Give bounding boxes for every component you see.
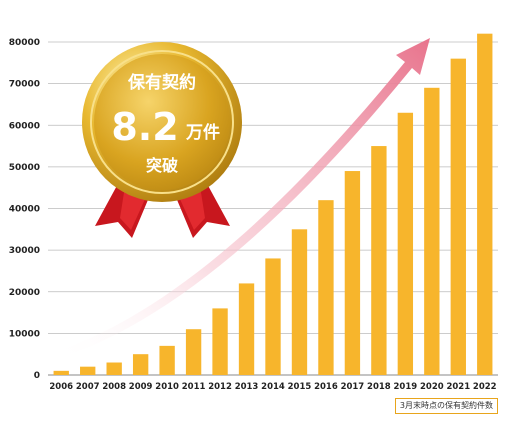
bar-2021: [450, 58, 466, 376]
x-tick-label: 2013: [235, 382, 259, 392]
bar-2008: [106, 362, 122, 375]
x-tick-label: 2018: [367, 382, 391, 392]
y-tick-label: 50000: [9, 163, 40, 173]
x-tick-label: 2011: [182, 382, 206, 392]
y-tick-label: 0: [34, 371, 40, 381]
x-tick-label: 2009: [129, 382, 153, 392]
y-tick-label: 30000: [9, 246, 40, 256]
bar-2013: [238, 283, 255, 375]
x-tick-label: 2022: [473, 382, 497, 392]
bar-2006: [53, 370, 69, 375]
bar-2016: [318, 200, 334, 375]
x-tick-label: 2020: [420, 382, 444, 392]
bar-2022: [477, 33, 493, 376]
bar-2017: [344, 171, 361, 375]
x-tick-label: 2017: [341, 382, 365, 392]
bar-2010: [159, 345, 175, 375]
x-tick-label: 2016: [314, 382, 338, 392]
bar-2018: [371, 146, 387, 375]
bar-2009: [132, 354, 149, 375]
bars: [53, 33, 493, 376]
bar-2011: [185, 329, 202, 375]
y-tick-label: 60000: [9, 121, 40, 131]
x-axis-ticks: 2006 2007 2008 2009 2010 2011 2012 2013 2014 2015…: [49, 382, 496, 392]
bar-2015: [291, 229, 308, 375]
bar-2007: [80, 366, 96, 375]
x-tick-label: 2015: [288, 382, 312, 392]
badge-line3: 突破: [146, 156, 178, 175]
bar-2012: [212, 308, 228, 375]
badge-line1: 保有契約: [127, 72, 196, 93]
x-tick-label: 2021: [446, 382, 470, 392]
badge-number: 8.2: [111, 105, 178, 149]
y-tick-label: 70000: [9, 80, 40, 90]
medal-face: [94, 54, 230, 190]
x-tick-label: 2019: [394, 382, 418, 392]
x-tick-label: 2008: [102, 382, 126, 392]
bar-2019: [397, 112, 414, 375]
badge-unit: 万件: [185, 122, 220, 143]
bar-2020: [424, 87, 440, 375]
x-tick-label: 2012: [208, 382, 232, 392]
x-tick-label: 2014: [261, 382, 285, 392]
footnote: 3月末時点の保有契約件数: [394, 398, 498, 414]
y-tick-label: 20000: [9, 288, 40, 298]
x-tick-label: 2006: [49, 382, 73, 392]
y-tick-label: 10000: [9, 329, 40, 339]
x-tick-label: 2010: [155, 382, 179, 392]
y-tick-label: 40000: [9, 205, 40, 215]
bar-2014: [265, 258, 281, 375]
achievement-medal: 保有契約 8.2 万件 突破: [82, 42, 242, 238]
y-tick-label: 80000: [9, 38, 40, 48]
x-tick-label: 2007: [76, 382, 100, 392]
y-axis-ticks: 0 10000 20000 30000 40000 50000 60000 70000 8000…: [9, 38, 40, 381]
